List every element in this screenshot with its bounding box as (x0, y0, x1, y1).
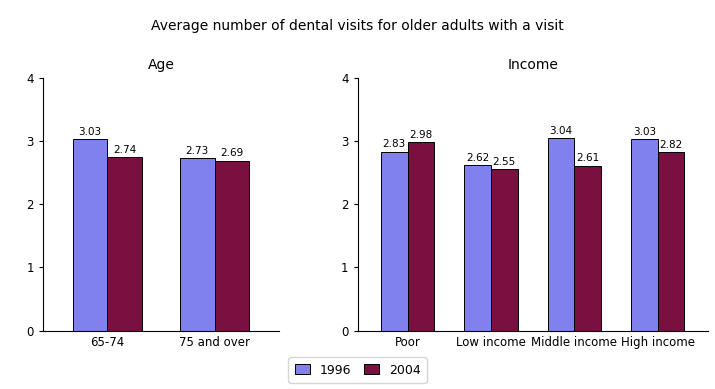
Text: 2.83: 2.83 (383, 139, 406, 149)
Text: 2.69: 2.69 (220, 148, 243, 158)
Bar (491, 170, 518, 331)
Bar (548, 138, 574, 331)
Title: Age: Age (147, 58, 174, 72)
Text: 2.61: 2.61 (576, 153, 599, 163)
Text: 3.03: 3.03 (79, 126, 102, 137)
Text: 2.82: 2.82 (659, 140, 683, 150)
Text: 2.55: 2.55 (493, 157, 516, 167)
Bar (658, 152, 684, 331)
Text: 2.98: 2.98 (409, 130, 433, 140)
Text: 3.03: 3.03 (633, 126, 656, 137)
Bar (381, 152, 408, 331)
Title: Income: Income (507, 58, 558, 72)
Text: 2.74: 2.74 (113, 145, 136, 155)
Legend: 1996, 2004: 1996, 2004 (288, 357, 427, 383)
Bar (107, 158, 142, 331)
Bar (73, 139, 107, 331)
Text: Average number of dental visits for older adults with a visit: Average number of dental visits for olde… (151, 19, 564, 33)
Bar (464, 165, 491, 331)
Bar (214, 161, 249, 331)
Bar (574, 166, 601, 331)
Bar (408, 142, 434, 331)
Bar (180, 158, 214, 331)
Text: 2.62: 2.62 (466, 152, 489, 163)
Text: 3.04: 3.04 (549, 126, 573, 136)
Text: 2.73: 2.73 (186, 145, 209, 156)
Bar (631, 139, 658, 331)
